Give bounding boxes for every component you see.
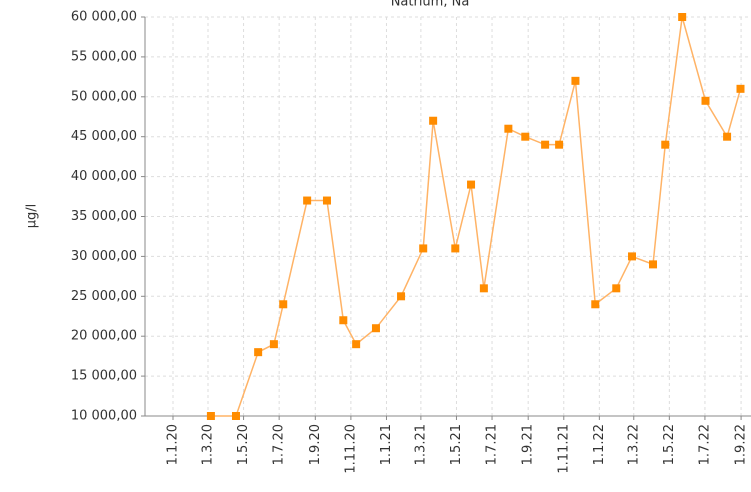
- x-tick-label: 1.5.22: [662, 424, 677, 465]
- y-tick-label: 50 000,00: [71, 89, 137, 104]
- y-tick-label: 25 000,00: [71, 289, 137, 304]
- x-tick-label: 1.3.20: [200, 424, 215, 465]
- x-tick-label: 1.3.21: [413, 424, 428, 465]
- y-tick-label: 45 000,00: [71, 129, 137, 144]
- data-point: [397, 292, 406, 301]
- x-tick-label: 1.1.22: [592, 424, 607, 465]
- data-point: [701, 96, 710, 105]
- data-point: [479, 284, 488, 293]
- x-tick-label: 1.1.21: [379, 424, 394, 465]
- data-point: [661, 140, 670, 149]
- data-point: [678, 13, 687, 21]
- y-axis-label: µg/l: [25, 204, 40, 229]
- x-tick-label: 1.11.20: [343, 424, 358, 474]
- data-point: [736, 84, 745, 93]
- data-point: [231, 412, 240, 420]
- data-point: [723, 132, 732, 141]
- y-tick-label: 30 000,00: [71, 249, 137, 264]
- data-point: [504, 124, 513, 133]
- x-tick-label: 1.9.20: [308, 424, 323, 465]
- x-tick-label: 1.5.20: [236, 424, 251, 465]
- data-point: [555, 140, 564, 149]
- data-point: [254, 348, 263, 357]
- x-tick-label: 1.7.21: [485, 424, 500, 465]
- y-tick-label: 10 000,00: [71, 409, 137, 424]
- data-point: [429, 116, 438, 125]
- data-point: [541, 140, 550, 149]
- y-tick-label: 40 000,00: [71, 169, 137, 184]
- data-point: [322, 196, 331, 205]
- x-tick-label: 1.3.22: [626, 424, 641, 465]
- data-point: [591, 300, 600, 309]
- y-tick-label: 35 000,00: [71, 209, 137, 224]
- data-point: [269, 340, 278, 349]
- data-point: [571, 76, 580, 85]
- x-tick-label: 1.7.20: [272, 424, 287, 465]
- data-point: [206, 412, 215, 420]
- data-point: [339, 316, 348, 325]
- data-point: [521, 132, 530, 141]
- y-tick-label: 20 000,00: [71, 329, 137, 344]
- data-point: [419, 244, 428, 253]
- data-point: [612, 284, 621, 293]
- data-point: [279, 300, 288, 309]
- x-tick-label: 1.1.20: [165, 424, 180, 465]
- series-line: [210, 16, 742, 417]
- x-tick-label: 1.5.21: [449, 424, 464, 465]
- x-tick-label: 1.7.22: [697, 424, 712, 465]
- data-point: [303, 196, 312, 205]
- data-point: [628, 252, 637, 261]
- x-tick-label: 1.11.21: [556, 424, 571, 474]
- x-tick-label: 1.9.22: [734, 424, 749, 465]
- chart-title: Natrium, Na: [391, 0, 470, 10]
- y-tick-label: 15 000,00: [71, 369, 137, 384]
- data-point: [649, 260, 658, 269]
- y-tick-label: 55 000,00: [71, 49, 137, 64]
- data-point: [451, 244, 460, 253]
- data-point: [371, 324, 380, 333]
- data-point: [352, 340, 361, 349]
- data-point: [467, 180, 476, 189]
- x-tick-label: 1.9.21: [521, 424, 536, 465]
- y-tick-label: 60 000,00: [71, 10, 137, 25]
